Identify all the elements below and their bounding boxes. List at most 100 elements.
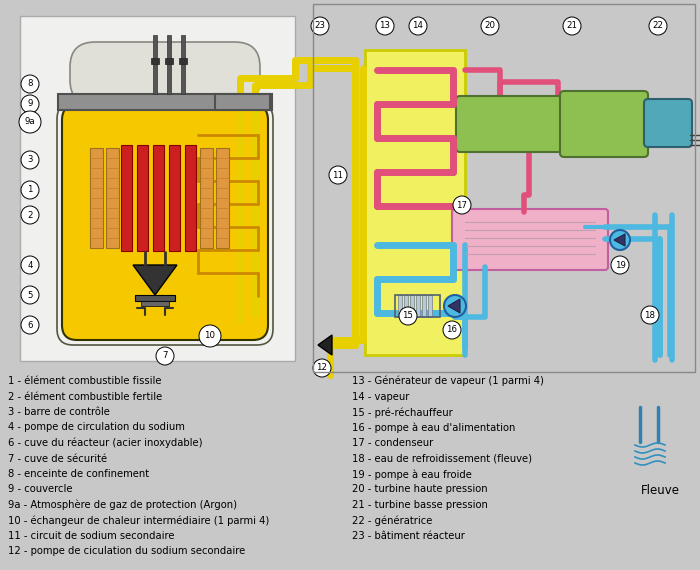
Text: 9a - Atmosphère de gaz de protection (Argon): 9a - Atmosphère de gaz de protection (Ar… xyxy=(8,500,237,511)
Bar xyxy=(422,295,426,317)
Text: 9a: 9a xyxy=(25,117,35,127)
Circle shape xyxy=(641,306,659,324)
Bar xyxy=(428,295,432,317)
Text: 1 - élément combustible fissile: 1 - élément combustible fissile xyxy=(8,376,162,386)
Text: 18: 18 xyxy=(645,311,655,320)
Text: 3: 3 xyxy=(27,156,33,165)
Text: 23 - bâtiment réacteur: 23 - bâtiment réacteur xyxy=(352,531,465,541)
Text: 20 - turbine haute pression: 20 - turbine haute pression xyxy=(352,484,488,495)
Text: 17: 17 xyxy=(456,201,468,210)
Text: 22 - génératrice: 22 - génératrice xyxy=(352,515,433,526)
Circle shape xyxy=(481,17,499,35)
Circle shape xyxy=(21,181,39,199)
FancyBboxPatch shape xyxy=(644,99,692,147)
Circle shape xyxy=(311,17,329,35)
Circle shape xyxy=(156,347,174,365)
Bar xyxy=(167,35,171,94)
Bar xyxy=(410,295,414,317)
Bar xyxy=(4,4,309,372)
Text: 18 - eau de refroidissement (fleuve): 18 - eau de refroidissement (fleuve) xyxy=(352,454,532,463)
Text: 19: 19 xyxy=(615,260,625,270)
Text: 15: 15 xyxy=(402,311,414,320)
Bar xyxy=(58,94,272,110)
Circle shape xyxy=(444,295,466,317)
Text: 13: 13 xyxy=(379,22,391,31)
Text: 15 - pré-réchauffeur: 15 - pré-réchauffeur xyxy=(352,407,453,417)
Text: 4: 4 xyxy=(27,260,33,270)
Bar xyxy=(106,148,119,248)
Text: 16 - pompe à eau d'alimentation: 16 - pompe à eau d'alimentation xyxy=(352,422,515,433)
Text: 16: 16 xyxy=(447,325,458,335)
Bar xyxy=(121,145,132,251)
Text: 10: 10 xyxy=(204,332,216,340)
Bar xyxy=(216,148,229,248)
Text: 1: 1 xyxy=(27,185,33,194)
Text: 12 - pompe de ciculation du sodium secondaire: 12 - pompe de ciculation du sodium secon… xyxy=(8,547,245,556)
Text: 11: 11 xyxy=(332,170,344,180)
Bar xyxy=(313,4,695,372)
Text: 20: 20 xyxy=(484,22,496,31)
Text: 2 - élément combustible fertile: 2 - élément combustible fertile xyxy=(8,392,162,401)
Circle shape xyxy=(399,307,417,325)
Bar xyxy=(404,295,408,317)
Circle shape xyxy=(563,17,581,35)
Text: 12: 12 xyxy=(316,364,328,373)
Text: 6 - cuve du réacteur (acier inoxydable): 6 - cuve du réacteur (acier inoxydable) xyxy=(8,438,202,449)
FancyBboxPatch shape xyxy=(452,209,608,270)
Polygon shape xyxy=(133,265,177,295)
Circle shape xyxy=(649,17,667,35)
Bar xyxy=(200,148,213,248)
Text: Fleuve: Fleuve xyxy=(640,484,680,498)
Text: 5: 5 xyxy=(27,291,33,299)
Bar xyxy=(215,94,270,110)
Bar xyxy=(153,35,157,94)
FancyBboxPatch shape xyxy=(560,91,648,157)
Polygon shape xyxy=(448,299,460,313)
Text: 2: 2 xyxy=(27,210,33,219)
FancyBboxPatch shape xyxy=(62,105,268,340)
Text: 22: 22 xyxy=(652,22,664,31)
Bar xyxy=(169,145,180,251)
Circle shape xyxy=(21,75,39,93)
Text: 9: 9 xyxy=(27,100,33,108)
Circle shape xyxy=(21,286,39,304)
Bar xyxy=(165,58,173,64)
Circle shape xyxy=(21,151,39,169)
Text: 8: 8 xyxy=(27,79,33,88)
Text: 23: 23 xyxy=(314,22,326,31)
Text: 7 - cuve de sécurité: 7 - cuve de sécurité xyxy=(8,454,107,463)
Bar xyxy=(137,145,148,251)
Circle shape xyxy=(443,321,461,339)
Bar xyxy=(179,58,187,64)
Circle shape xyxy=(21,206,39,224)
Circle shape xyxy=(409,17,427,35)
Text: 13 - Générateur de vapeur (1 parmi 4): 13 - Générateur de vapeur (1 parmi 4) xyxy=(352,376,544,386)
Text: 11 - circuit de sodium secondaire: 11 - circuit de sodium secondaire xyxy=(8,531,174,541)
Bar xyxy=(181,35,185,94)
Circle shape xyxy=(19,111,41,133)
Circle shape xyxy=(21,256,39,274)
Bar xyxy=(20,16,295,361)
Text: 17 - condenseur: 17 - condenseur xyxy=(352,438,433,448)
Bar xyxy=(395,295,440,317)
Circle shape xyxy=(329,166,347,184)
Bar xyxy=(313,4,695,372)
Bar xyxy=(416,295,420,317)
Circle shape xyxy=(199,325,221,347)
Text: 4 - pompe de circulation du sodium: 4 - pompe de circulation du sodium xyxy=(8,422,185,433)
Polygon shape xyxy=(614,234,625,246)
Bar xyxy=(135,295,175,301)
Bar xyxy=(365,50,465,355)
Text: 19 - pompe à eau froide: 19 - pompe à eau froide xyxy=(352,469,472,479)
Text: 6: 6 xyxy=(27,320,33,329)
Text: 7: 7 xyxy=(162,352,168,360)
Circle shape xyxy=(453,196,471,214)
Circle shape xyxy=(313,359,331,377)
Circle shape xyxy=(610,230,630,250)
Text: 14: 14 xyxy=(412,22,423,31)
Text: 9 - couvercle: 9 - couvercle xyxy=(8,484,73,495)
Text: 21: 21 xyxy=(566,22,578,31)
Circle shape xyxy=(21,95,39,113)
Circle shape xyxy=(21,316,39,334)
Circle shape xyxy=(611,256,629,274)
